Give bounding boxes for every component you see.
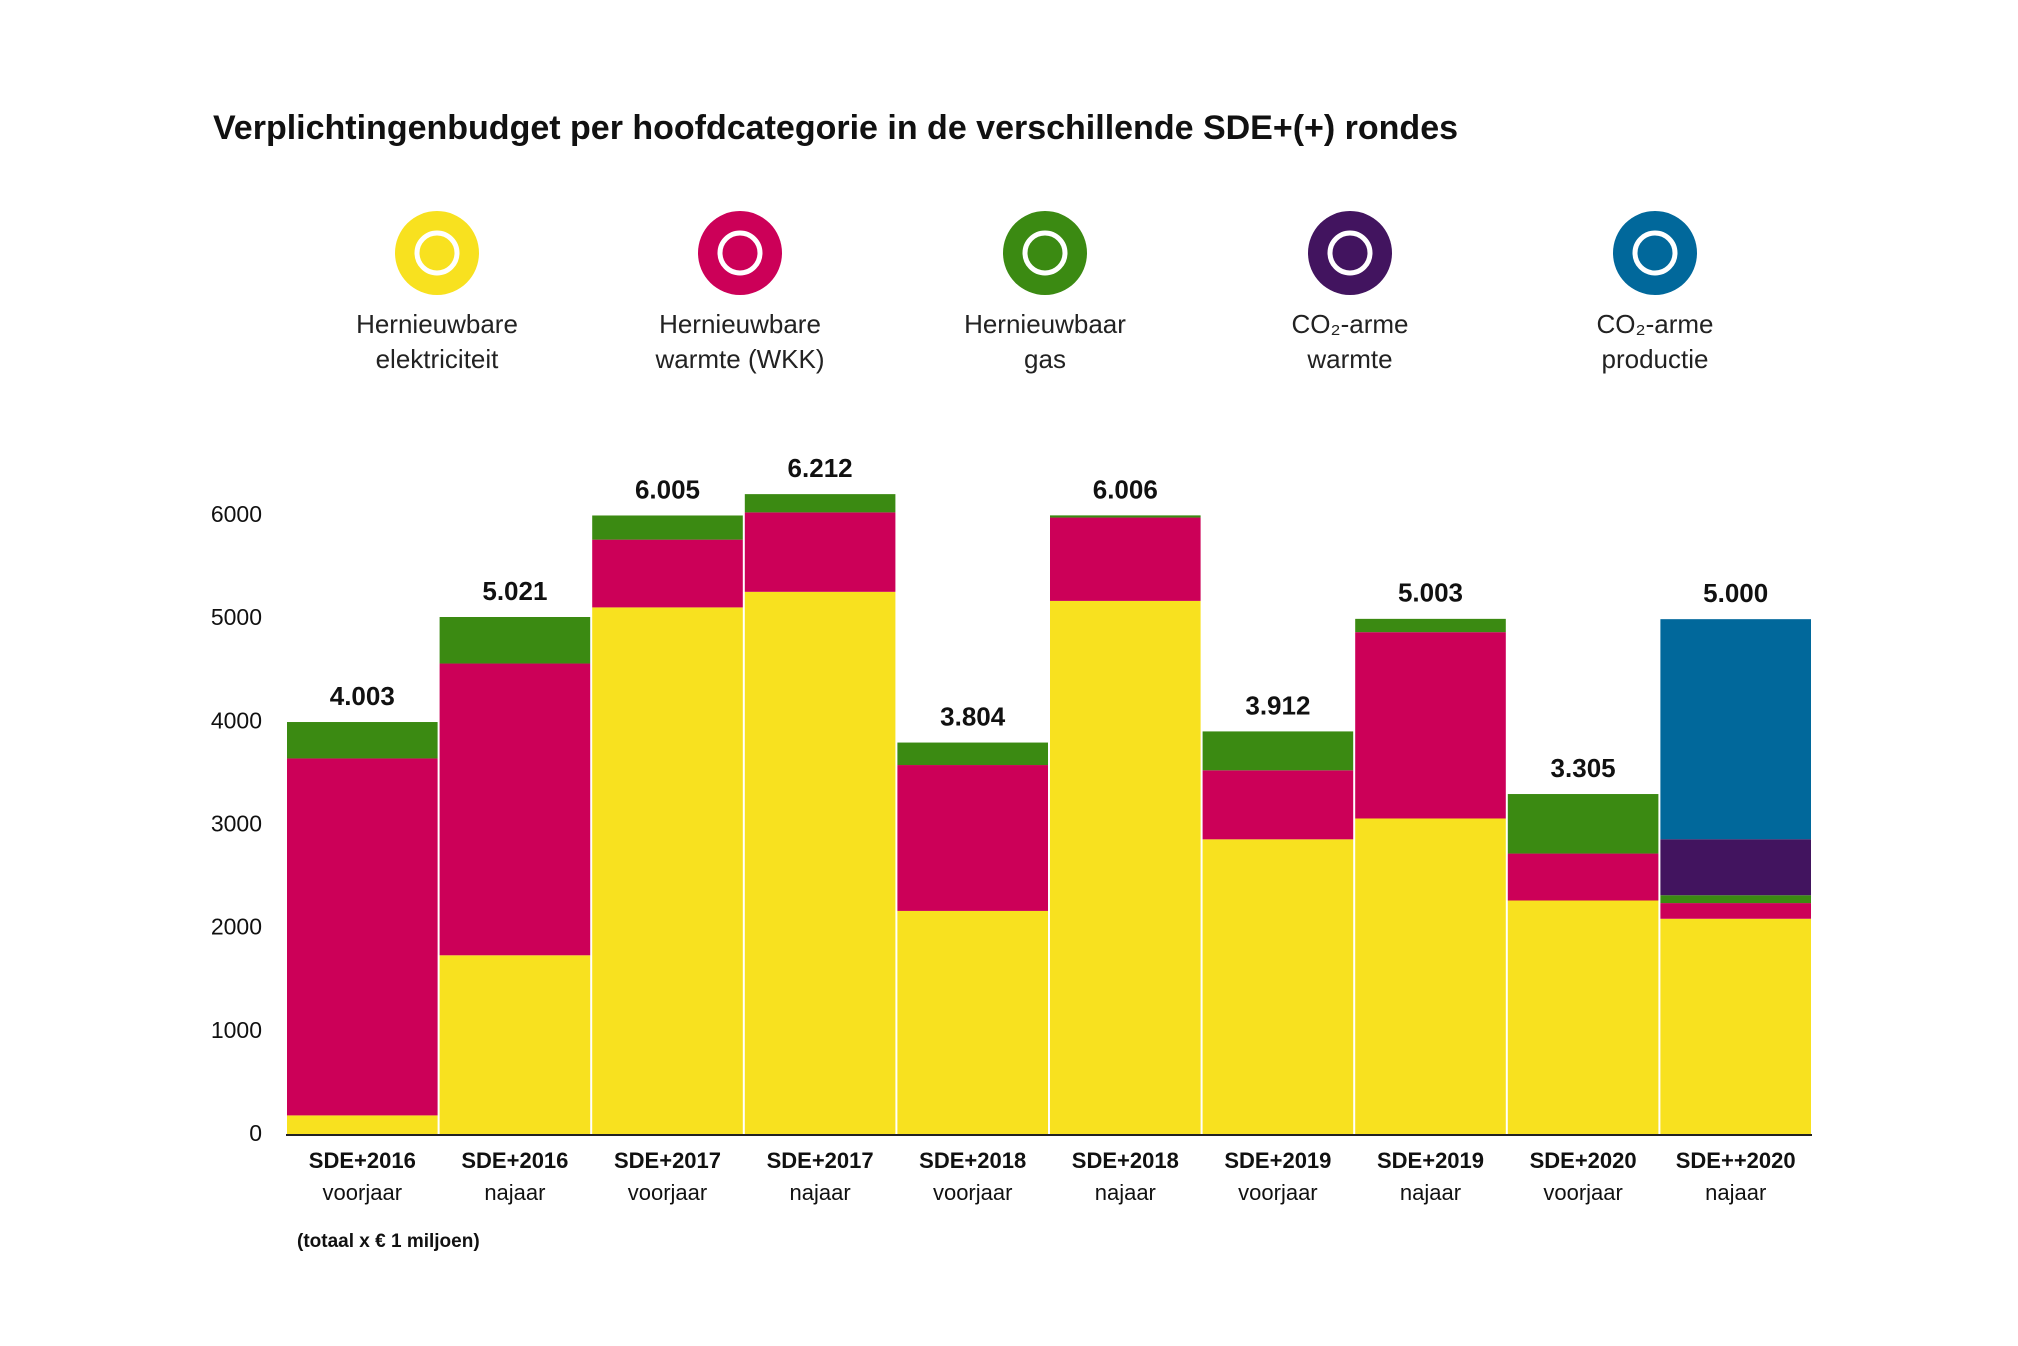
x-tick-label: SDE+2017 [767, 1148, 874, 1173]
legend-label: Hernieuwbare elektriciteit [356, 309, 518, 374]
bar-segment [1507, 794, 1659, 854]
legend-icon [698, 211, 782, 295]
bar-segment [1050, 515, 1201, 518]
bar-segment [1202, 770, 1354, 840]
bar-segment [1660, 903, 1811, 919]
legend-icon [1003, 211, 1087, 295]
x-tick-label: SDE+2018 [919, 1148, 1026, 1173]
bar-segment [439, 955, 591, 1135]
x-tick-label: najaar [790, 1180, 851, 1205]
legend-icon-glyph [1327, 230, 1373, 276]
legend-label: Hernieuwbare warmte (WKK) [655, 309, 825, 374]
bar-segment [1660, 619, 1811, 840]
x-tick-label: SDE+2019 [1224, 1148, 1331, 1173]
bar-segment [439, 617, 591, 664]
bar-segment [1660, 918, 1811, 1135]
bar-segment [1507, 853, 1659, 901]
bar-segment [744, 512, 896, 592]
x-tick-label: voorjaar [628, 1180, 707, 1205]
y-tick-label: 5000 [211, 604, 262, 630]
x-tick-label: SDE+2019 [1377, 1148, 1484, 1173]
bar-segment [1507, 900, 1659, 1135]
x-tick-label: voorjaar [1238, 1180, 1317, 1205]
bar-segment [1355, 818, 1506, 1135]
legend-label: Hernieuwbaar gas [964, 309, 1126, 374]
legend-icon [395, 211, 479, 295]
total-label: 5.021 [482, 576, 547, 606]
bar-segment [1355, 632, 1506, 819]
bar-segment [1202, 839, 1354, 1135]
total-label: 6.212 [788, 453, 853, 483]
x-tick-label: SDE+2016 [461, 1148, 568, 1173]
total-label: 6.005 [635, 474, 700, 504]
total-label: 4.003 [330, 681, 395, 711]
bar-segment [1202, 731, 1354, 771]
x-tick-label: najaar [1705, 1180, 1766, 1205]
y-tick-label: 6000 [211, 501, 262, 527]
legend-icon-glyph [414, 230, 460, 276]
bar-segment [1050, 600, 1201, 1135]
chart-title: Verplichtingenbudget per hoofdcategorie … [213, 109, 1458, 147]
bar-segment [897, 765, 1048, 911]
bar-segment [744, 591, 896, 1135]
legend-icon-glyph [717, 230, 763, 276]
x-tick-label: voorjaar [1543, 1180, 1622, 1205]
total-label: 3.804 [940, 701, 1006, 731]
total-label: 6.006 [1093, 474, 1158, 504]
bar-segment [1050, 517, 1201, 601]
legend-icon [1613, 211, 1697, 295]
bar-segment [1355, 618, 1506, 633]
bar-segment [287, 758, 438, 1116]
legend-label: CO₂-arme warmte [1291, 309, 1409, 374]
bar-segment [1660, 895, 1811, 904]
y-tick-label: 0 [249, 1120, 262, 1146]
bar-segment [1660, 839, 1811, 896]
y-tick-label: 3000 [211, 811, 262, 837]
bar-segment [439, 663, 591, 956]
bar-segment [744, 494, 896, 513]
x-tick-label: SDE+2020 [1530, 1148, 1637, 1173]
bar-segment [287, 1115, 438, 1135]
legend-icon-glyph [1022, 230, 1068, 276]
y-tick-label: 1000 [211, 1017, 262, 1043]
x-tick-label: SDE+2016 [309, 1148, 416, 1173]
bar-segment [592, 607, 743, 1135]
y-tick-label: 4000 [211, 707, 262, 733]
total-label: 3.305 [1551, 753, 1616, 783]
bar-segment [592, 539, 743, 608]
x-tick-label: SDE+2018 [1072, 1148, 1179, 1173]
total-label: 5.000 [1703, 578, 1768, 608]
x-tick-label: najaar [1095, 1180, 1156, 1205]
bar-segment [592, 515, 743, 540]
x-tick-label: najaar [1400, 1180, 1461, 1205]
x-tick-label: voorjaar [323, 1180, 402, 1205]
bar-segment [287, 722, 438, 759]
bar-segment [897, 910, 1048, 1135]
y-tick-label: 2000 [211, 914, 262, 940]
total-label: 3.912 [1245, 690, 1310, 720]
bar-segment [897, 742, 1048, 766]
x-tick-label: SDE++2020 [1676, 1148, 1796, 1173]
legend-icon [1308, 211, 1392, 295]
total-label: 5.003 [1398, 578, 1463, 608]
x-tick-label: SDE+2017 [614, 1148, 721, 1173]
legend-label: CO₂-arme productie [1596, 309, 1714, 374]
x-tick-label: voorjaar [933, 1180, 1012, 1205]
legend-icon-glyph [1632, 230, 1678, 276]
x-tick-label: najaar [484, 1180, 545, 1205]
unit-note: (totaal x € 1 miljoen) [297, 1231, 480, 1252]
